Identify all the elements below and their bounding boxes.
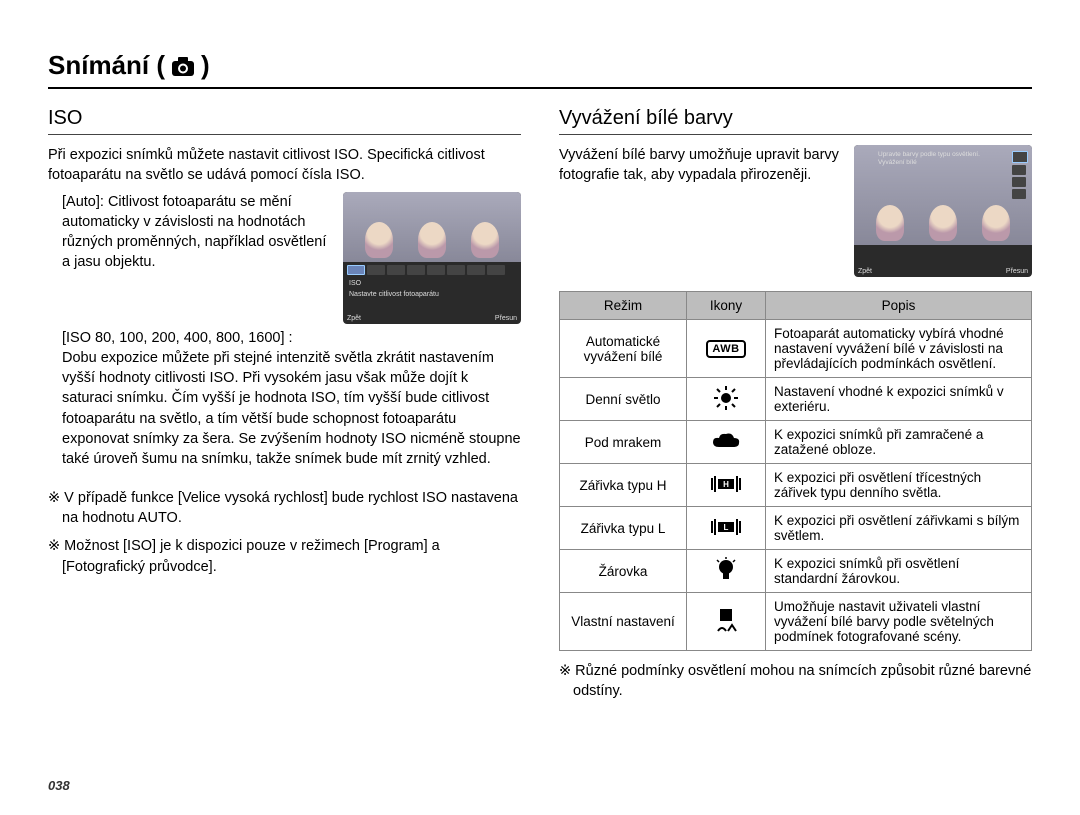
wb-icon-cell	[687, 378, 766, 421]
table-row: Automatické vyvážení bílé AWB Fotoaparát a…	[560, 320, 1032, 378]
wb-lcd-caption2: Vyvážení bílé	[878, 159, 980, 167]
wb-icon-cell	[687, 421, 766, 464]
table-row: Denní světlo Nastavení vhodné k expozici …	[560, 378, 1032, 421]
iso-auto-block: [Auto]: Citlivost fotoaparátu se mění au…	[48, 192, 331, 324]
wb-desc-cell: K expozici snímků při zamračené a zataže…	[766, 421, 1032, 464]
table-row: Zářivka typu H H K expozici při osvětlení …	[560, 464, 1032, 507]
wb-mode-cell: Zářivka typu L	[560, 507, 687, 550]
awb-icon: AWB	[706, 340, 745, 358]
wb-desc-cell: K expozici při osvětlení třícestných zář…	[766, 464, 1032, 507]
wb-th-mode: Režim	[560, 292, 687, 320]
svg-text:H: H	[723, 480, 729, 489]
iso-values-text: Dobu expozice můžete při stejné intenzit…	[62, 350, 521, 467]
wb-desc-cell: K expozici při osvětlení zářivkami s bíl…	[766, 507, 1032, 550]
wb-desc-cell: K expozici snímků při osvětlení standard…	[766, 550, 1032, 593]
wb-desc-cell: Nastavení vhodné k expozici snímků v ext…	[766, 378, 1032, 421]
table-row: Pod mrakem K expozici snímků při zamračen…	[560, 421, 1032, 464]
camera-icon	[171, 50, 195, 81]
wb-icon-cell	[687, 550, 766, 593]
wb-mode-cell: Zářivka typu H	[560, 464, 687, 507]
left-column: ISO Při expozici snímků můžete nastavit …	[48, 107, 521, 702]
wb-intro-text: Vyvážení bílé barvy umožňuje upravit bar…	[559, 145, 840, 277]
iso-lcd-back: Zpět	[347, 315, 361, 322]
iso-lcd-iso: ISO	[349, 280, 361, 287]
page-title-suffix: )	[201, 50, 210, 81]
svg-text:L: L	[724, 523, 729, 532]
bulb-icon	[715, 557, 737, 583]
wb-icon-cell: H	[687, 464, 766, 507]
wb-mode-cell: Vlastní nastavení	[560, 593, 687, 651]
wb-section-title: Vyvážení bílé barvy	[559, 107, 1032, 135]
wb-footnote: ※ Různé podmínky osvětlení mohou na sním…	[559, 661, 1032, 702]
wb-icon-cell: L	[687, 507, 766, 550]
wb-icon-cell	[687, 593, 766, 651]
wb-th-icon: Ikony	[687, 292, 766, 320]
iso-values-label: [ISO 80, 100, 200, 400, 800, 1600] :	[62, 330, 293, 346]
iso-lcd-caption: Nastavte citlivost fotoaparátu	[343, 289, 521, 300]
iso-lcd-move: Přesun	[495, 315, 517, 322]
fluorescent-l-icon: L	[709, 517, 743, 537]
table-row: Žárovka K expozici snímků při osvětlení s…	[560, 550, 1032, 593]
wb-lcd-back: Zpět	[858, 268, 872, 275]
wb-mode-cell: Denní světlo	[560, 378, 687, 421]
iso-section-title: ISO	[48, 107, 521, 135]
fluorescent-h-icon: H	[709, 474, 743, 494]
wb-lcd-thumb: Upravte barvy podle typu osvětlení. Vyvá…	[854, 145, 1032, 277]
page-number: 038	[48, 778, 70, 793]
sun-icon	[713, 385, 739, 411]
right-column: Vyvážení bílé barvy Vyvážení bílé barvy …	[559, 107, 1032, 702]
wb-mode-cell: Žárovka	[560, 550, 687, 593]
wb-desc-cell: Umožňuje nastavit uživateli vlastní vyvá…	[766, 593, 1032, 651]
iso-note-2: ※ Možnost [ISO] je k dispozici pouze v r…	[48, 536, 521, 577]
wb-th-desc: Popis	[766, 292, 1032, 320]
wb-table: Režim Ikony Popis Automatické vyvážení b…	[559, 291, 1032, 651]
table-row: Zářivka typu L L K expozici při osvětlení …	[560, 507, 1032, 550]
wb-lcd-caption1: Upravte barvy podle typu osvětlení.	[878, 151, 980, 159]
wb-lcd-move: Přesun	[1006, 268, 1028, 275]
iso-notes: ※ V případě funkce [Velice vysoká rychlo…	[48, 488, 521, 577]
wb-desc-cell: Fotoaparát automaticky vybírá vhodné nas…	[766, 320, 1032, 378]
iso-auto-label: [Auto]:	[62, 194, 104, 210]
iso-lcd-thumb: ISO Nastavte citlivost fotoaparátu Zpět …	[343, 192, 521, 324]
iso-note-1: ※ V případě funkce [Velice vysoká rychlo…	[48, 488, 521, 529]
custom-wb-icon	[712, 607, 740, 633]
wb-mode-cell: Pod mrakem	[560, 421, 687, 464]
iso-values-block: [ISO 80, 100, 200, 400, 800, 1600] : Dob…	[48, 328, 521, 470]
wb-icon-cell: AWB	[687, 320, 766, 378]
cloud-icon	[711, 431, 741, 451]
page-title-text: Snímání (	[48, 50, 165, 81]
page-title: Snímání ( )	[48, 50, 1032, 89]
table-row: Vlastní nastavení Umožňuje nastavit uživa…	[560, 593, 1032, 651]
wb-mode-cell: Automatické vyvážení bílé	[560, 320, 687, 378]
iso-intro: Při expozici snímků můžete nastavit citl…	[48, 145, 521, 186]
